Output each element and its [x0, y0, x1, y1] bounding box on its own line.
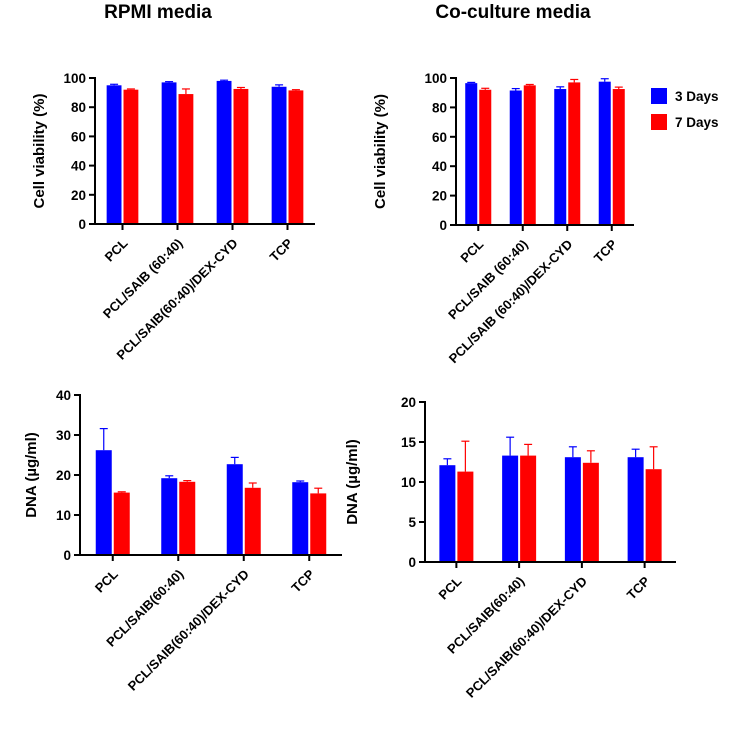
- bar-3-days-1: [502, 455, 519, 562]
- y-tick-label: 60: [432, 130, 447, 145]
- category-label: PCL: [457, 236, 486, 265]
- legend-swatch-3-days: [651, 88, 667, 104]
- y-axis-title: Cell viability (%): [372, 94, 389, 209]
- y-tick-label: 100: [63, 71, 86, 86]
- y-tick-label: 0: [63, 548, 71, 563]
- bar-3-days-2: [226, 464, 243, 555]
- bar-7-days-0: [123, 89, 139, 225]
- column-title-coculture: Co-culture media: [435, 2, 591, 23]
- legend-label-3-days: 3 Days: [675, 89, 719, 104]
- y-tick-label: 5: [408, 515, 416, 530]
- legend-label-7-days: 7 Days: [675, 115, 719, 130]
- bar-7-days-1: [179, 481, 196, 555]
- column-title-rpmi: RPMI media: [104, 2, 212, 23]
- y-tick-label: 0: [78, 217, 86, 232]
- y-tick-label: 60: [71, 129, 86, 144]
- y-tick-label: 10: [401, 475, 416, 490]
- bar-3-days-2: [216, 80, 232, 224]
- y-tick-label: 40: [56, 388, 71, 403]
- y-tick-label: 0: [439, 218, 447, 233]
- bar-7-days-1: [523, 85, 536, 225]
- bar-7-days-2: [568, 82, 581, 225]
- bar-7-days-3: [310, 493, 327, 555]
- category-label: PCL: [436, 573, 465, 602]
- bar-3-days-0: [106, 85, 122, 224]
- bar-3-days-1: [161, 478, 178, 555]
- y-tick-label: 20: [432, 189, 447, 204]
- bar-3-days-0: [439, 465, 456, 562]
- bar-7-days-2: [244, 487, 261, 555]
- category-label: PCL/SAIB (60:40): [445, 237, 531, 323]
- category-label: TCP: [267, 235, 296, 264]
- category-label: PCL/SAIB(60:40)/DEX-CYD: [463, 574, 590, 701]
- y-tick-label: 80: [432, 100, 447, 115]
- bar-3-days-2: [564, 457, 581, 562]
- y-tick-label: 20: [401, 395, 416, 410]
- y-tick-label: 10: [56, 508, 71, 523]
- bar-7-days-3: [612, 89, 625, 226]
- chart-rpmi-dna: 010203040PCLPCL/SAIB(60:40)PCL/SAIB(60:4…: [23, 388, 342, 694]
- bar-3-days-1: [161, 82, 177, 224]
- legend-swatch-7-days: [651, 114, 667, 130]
- bar-7-days-0: [113, 492, 130, 555]
- legend: 3 Days 7 Days: [651, 88, 719, 130]
- category-label: PCL/SAIB(60:40)/DEX-CYD: [125, 567, 252, 694]
- category-label: TCP: [624, 573, 653, 602]
- bar-7-days-3: [288, 90, 304, 224]
- bar-3-days-3: [627, 457, 644, 562]
- bar-3-days-0: [465, 83, 478, 226]
- y-axis-title: DNA (µg/ml): [23, 432, 40, 518]
- y-tick-label: 0: [408, 555, 416, 570]
- y-tick-label: 20: [71, 188, 86, 203]
- category-label: PCL: [102, 235, 131, 264]
- bar-7-days-2: [582, 462, 599, 562]
- y-tick-label: 80: [71, 100, 86, 115]
- category-label: TCP: [288, 566, 317, 595]
- y-axis-title: Cell viability (%): [31, 93, 48, 208]
- bar-7-days-1: [178, 94, 194, 224]
- category-label: PCL: [92, 566, 121, 595]
- bar-3-days-3: [271, 86, 287, 224]
- bar-7-days-2: [233, 88, 249, 224]
- y-tick-label: 30: [56, 428, 71, 443]
- y-tick-label: 40: [71, 159, 86, 174]
- y-tick-label: 20: [56, 468, 71, 483]
- bar-7-days-0: [457, 471, 474, 562]
- y-tick-label: 100: [424, 71, 447, 86]
- bar-7-days-1: [520, 455, 537, 562]
- bar-7-days-3: [645, 469, 662, 562]
- bar-3-days-3: [598, 81, 611, 225]
- y-axis-title: DNA (µg/ml): [344, 439, 361, 525]
- bar-3-days-3: [292, 482, 309, 555]
- bar-3-days-1: [509, 90, 522, 226]
- bar-3-days-0: [95, 450, 112, 555]
- y-tick-label: 40: [432, 159, 447, 174]
- bar-7-days-0: [479, 89, 492, 225]
- bar-3-days-2: [554, 89, 567, 226]
- category-label: TCP: [591, 236, 620, 265]
- y-tick-label: 15: [401, 435, 417, 450]
- chart-coculture-dna: 05101520PCLPCL/SAIB(60:40)PCL/SAIB(60:40…: [344, 395, 676, 701]
